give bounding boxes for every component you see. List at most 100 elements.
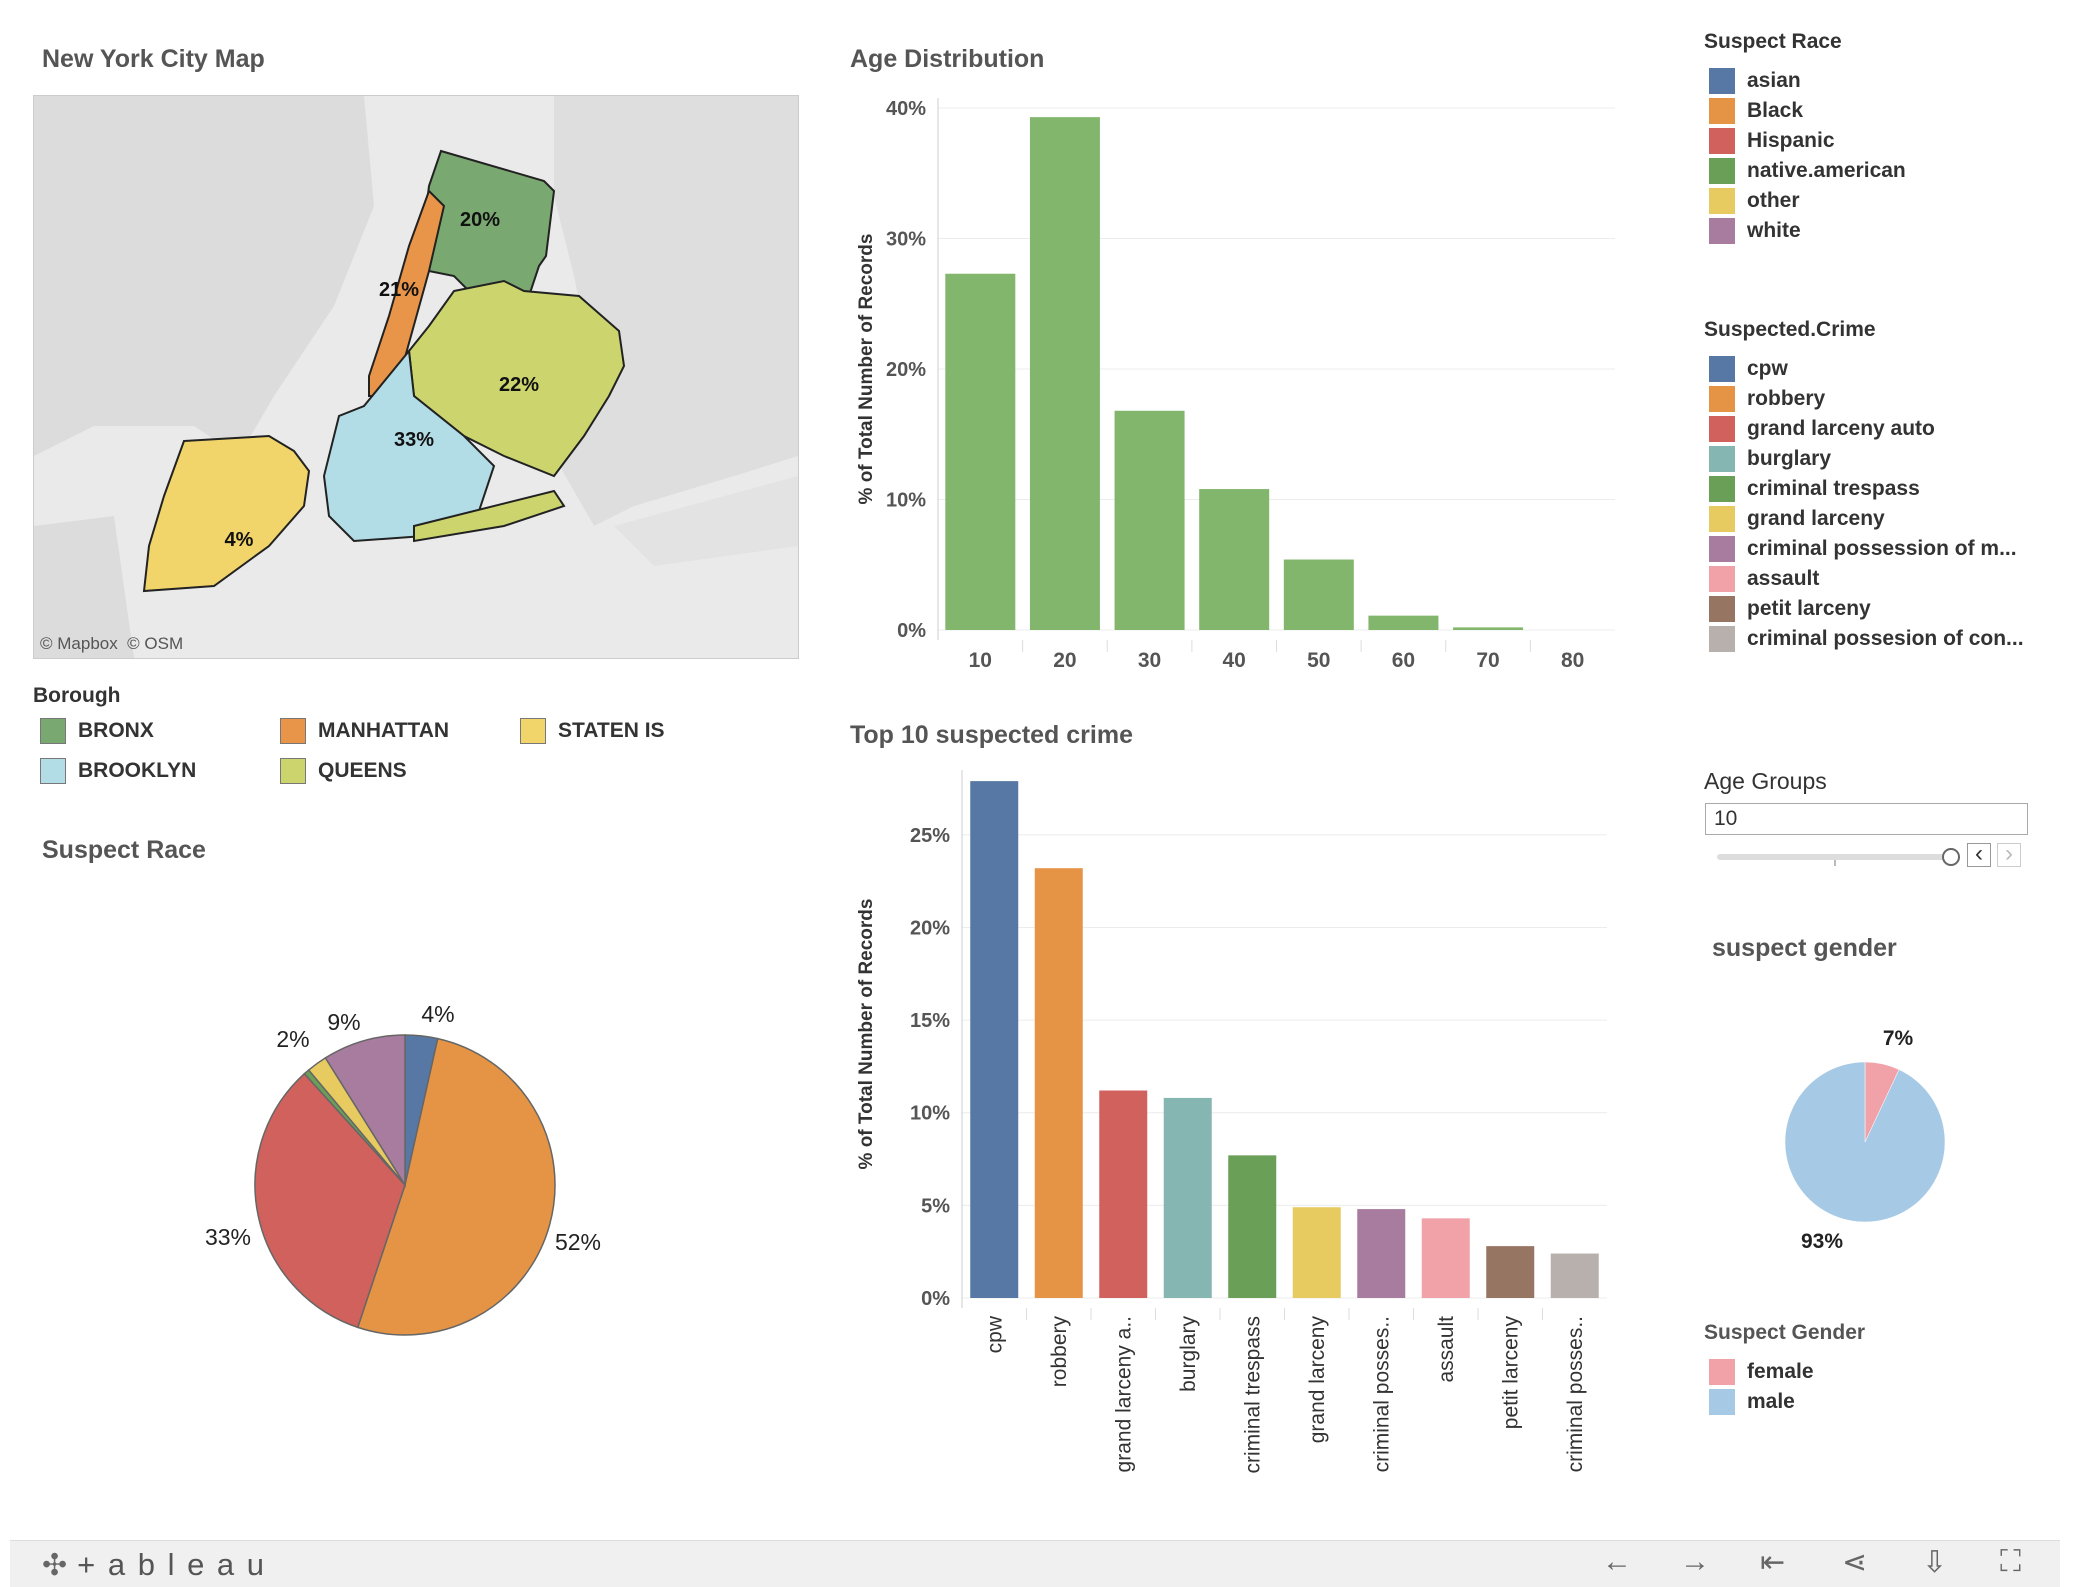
race-legend-item[interactable]: asian [1709,66,2039,96]
bar[interactable] [1034,868,1083,1298]
age-filter-slider-tick [1834,860,1836,866]
legend-swatch [1709,98,1735,124]
share-icon[interactable]: ⋖ [1842,1546,1868,1579]
gender-pie-chart[interactable]: 7% 93% [1760,1020,1980,1260]
legend-label: QUEENS [318,759,407,782]
pie-slice[interactable] [356,1037,556,1336]
bar[interactable] [1357,1209,1406,1298]
bar[interactable] [1550,1253,1599,1298]
pie-slice[interactable] [324,1034,406,1188]
age-filter-next-button[interactable]: › [1997,842,2021,867]
map-label-queens: 22% [499,374,539,396]
crime-legend-item[interactable]: robbery [1709,384,2039,414]
revert-icon[interactable]: ⇤ [1760,1546,1786,1579]
legend-swatch [1709,536,1735,562]
age-filter-title: Age Groups [1704,768,1827,794]
y-tick-label: 20% [886,359,926,381]
bar[interactable] [1283,559,1354,630]
top-crime-chart[interactable]: 0% 5% 10% 15% 20% 25% % of Total Number of Rec… [850,770,1670,1510]
legend-item-manhattan[interactable]: MANHATTAN [280,718,449,744]
fullscreen-icon[interactable]: ⛶ [2000,1545,2021,1578]
legend-item-brooklyn[interactable]: BROOKLYN [40,758,196,784]
bar[interactable] [1421,1218,1470,1298]
bar[interactable] [970,781,1019,1298]
bar[interactable] [1453,627,1524,630]
race-pie-chart[interactable]: 4% 52% 33% 2% 9% [180,980,640,1360]
age-filter-prev-button[interactable]: ‹ [1967,842,1991,867]
legend-swatch [1709,596,1735,622]
pie-slice[interactable] [1784,1061,1946,1223]
bar[interactable] [1114,410,1185,630]
redo-icon[interactable]: → [1680,1545,1710,1578]
bar[interactable] [1099,1090,1148,1298]
bar[interactable] [1163,1097,1212,1298]
pie-slice[interactable] [254,1072,406,1329]
age-filter-slider-handle[interactable] [1942,848,1960,866]
age-distribution-chart[interactable]: 0% 10% 20% 30% 40% % of Total Number of Recor… [850,90,1670,700]
bar[interactable] [1368,615,1439,630]
crime-legend-item[interactable]: petit larceny [1709,594,2039,624]
legend-label: female [1747,1360,1814,1383]
x-tick-label: burglary [1177,1316,1200,1392]
gender-legend-item[interactable]: male [1709,1387,2039,1417]
undo-icon[interactable]: ← [1602,1545,1632,1578]
legend-label: criminal possession of m... [1747,537,2017,560]
y-tick-label: 15% [910,1010,950,1032]
race-legend-item[interactable]: white [1709,216,2039,246]
gender-legend-item[interactable]: female [1709,1357,2039,1387]
map-attribution[interactable]: © Mapbox © OSM [40,634,184,653]
race-legend-item[interactable]: other [1709,186,2039,216]
bar[interactable] [945,273,1016,630]
mainland-east [554,96,798,526]
legend-item-bronx[interactable]: BRONX [40,718,154,744]
x-tick-label: 10 [969,649,992,672]
legend-item-staten-is[interactable]: STATEN IS [520,718,665,744]
x-tick-label: 60 [1392,649,1415,672]
legend-swatch [1709,416,1735,442]
crime-legend-item[interactable]: criminal trespass [1709,474,2039,504]
crime-legend-item[interactable]: criminal possesion of con... [1709,624,2039,654]
legend-label: petit larceny [1747,597,1871,620]
borough-staten-island[interactable] [142,434,311,593]
legend-item-queens[interactable]: QUEENS [280,758,407,784]
legend-swatch [520,718,546,744]
legend-swatch [280,718,306,744]
age-filter-value: 10 [1714,807,1738,830]
x-tick-label: cpw [983,1315,1006,1353]
crime-legend-item[interactable]: criminal possession of m... [1709,534,2039,564]
tableau-logo[interactable]: ✣ + a b l e a u [42,1547,266,1583]
bar[interactable] [1199,489,1270,630]
crime-legend-item[interactable]: cpw [1709,354,2039,384]
borough-queens-rockaway[interactable] [413,489,566,543]
bar[interactable] [1292,1207,1341,1298]
race-legend-item[interactable]: native.american [1709,156,2039,186]
bar[interactable] [1029,117,1100,630]
bar[interactable] [1228,1155,1277,1298]
bar[interactable] [1486,1246,1535,1298]
y-tick-label: 10% [886,490,926,512]
crime-legend-item[interactable]: grand larceny auto [1709,414,2039,444]
gender-pie-title: suspect gender [1712,934,1897,962]
y-axis-label: % of Total Number of Records [856,234,877,505]
map-label-bronx: 20% [460,209,500,231]
nyc-map[interactable]: 20% 21% 22% 33% 4% © Mapbox © OSM [33,95,799,659]
x-tick-label: criminal posses.. [1370,1316,1393,1472]
x-tick-label: 30 [1138,649,1161,672]
y-tick-label: 0% [921,1288,950,1310]
age-filter-input[interactable]: 10 [1705,803,2028,835]
download-icon[interactable]: ⇩ [1922,1546,1948,1579]
x-tick-label: 70 [1476,649,1499,672]
borough-legend: BRONX MANHATTAN STATEN IS BROOKLYN QUEEN… [40,718,700,798]
borough-brooklyn[interactable] [322,348,496,543]
crime-legend-item[interactable]: grand larceny [1709,504,2039,534]
race-legend-item[interactable]: Hispanic [1709,126,2039,156]
crime-legend-item[interactable]: assault [1709,564,2039,594]
race-legend-item[interactable]: Black [1709,96,2039,126]
x-tick-label: 80 [1561,649,1584,672]
pie-label: 52% [555,1229,601,1255]
x-tick-label: criminal posses.. [1564,1316,1587,1472]
age-filter-slider-track[interactable] [1717,854,1950,860]
map-label-staten-island: 4% [225,529,254,551]
crime-legend-item[interactable]: burglary [1709,444,2039,474]
map-label-brooklyn: 33% [394,429,434,451]
